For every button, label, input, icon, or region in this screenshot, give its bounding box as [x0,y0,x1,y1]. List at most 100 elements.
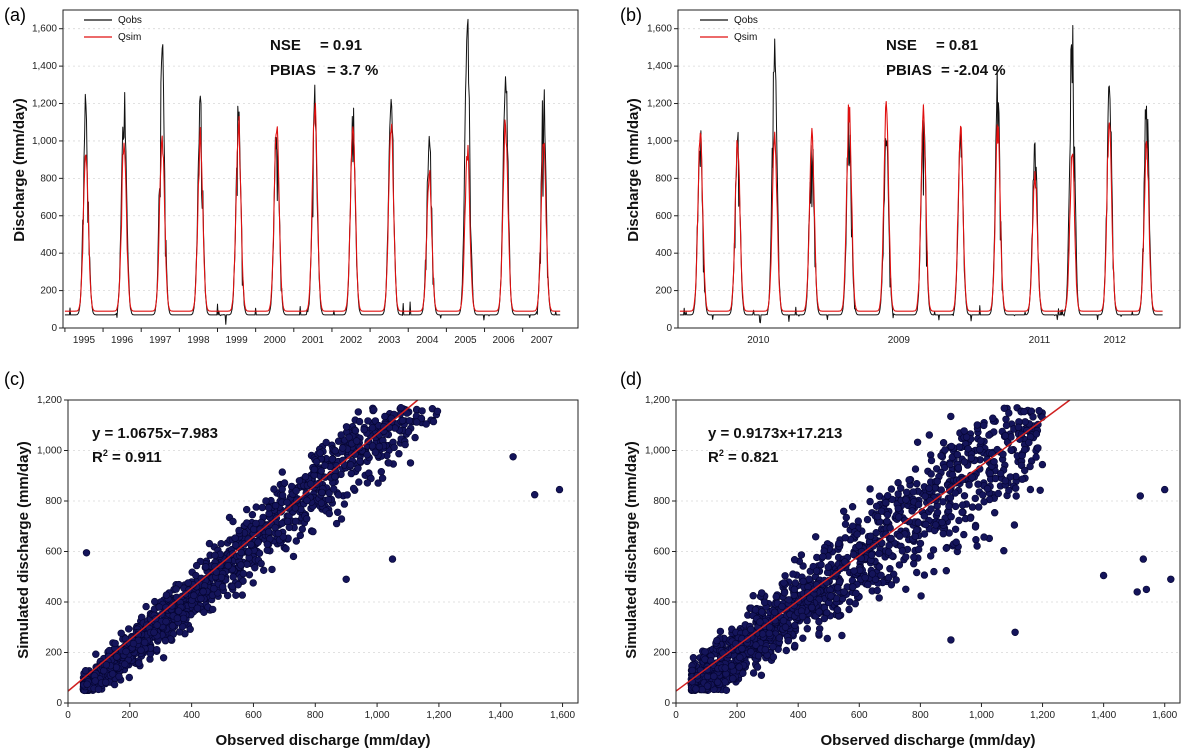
panel-d-point [703,682,712,690]
panel-d-point [871,575,880,584]
panel-c-point [283,498,291,506]
panel-c-point [262,497,270,505]
panel-c-point [199,587,207,596]
panel-d-point [1000,404,1008,412]
panel-d-point [834,583,842,592]
panel-d-point [983,455,991,464]
panel-a-xtick-label: 2003 [378,335,401,346]
panel-d-point [815,617,823,626]
panel-d-ytick-label: 200 [653,648,670,659]
panel-c-point [337,431,345,439]
panel-b-ytick-label: 1,000 [647,136,672,147]
panel-d-point [947,412,955,421]
panel-c-point [239,577,247,585]
panel-d-point [966,514,975,522]
panel-d-point [841,558,849,566]
panel-c-point [122,647,130,656]
panel-b-ytick-label: 1,600 [647,24,672,35]
panel-d-point [914,545,923,554]
panel-c-point [295,477,304,485]
panel-d-point [853,530,861,538]
panel-c-point [254,538,262,546]
panel-a-plot-frame [62,9,579,329]
panel-c-point [340,500,349,508]
panel-d-point [781,623,790,631]
panel-d-point [841,534,849,542]
panel-d-point [851,599,859,608]
panel-d-point [1139,555,1148,563]
panel-c-point [135,659,143,667]
panel-d-r2-value: = 0.821 [724,449,779,466]
panel-c-point [270,485,278,493]
panel-d-point [749,669,758,677]
panel-d-y-ticks: 0 200 400 600 800 1,000 1,200 [645,395,676,709]
panel-d-point [806,594,814,602]
panel-c-point [113,653,121,661]
panel-d-point [884,573,893,582]
panel-c-point [238,591,247,599]
panel-c-point [375,442,384,451]
panel-d-point [930,567,938,576]
panel-b-series [679,25,1163,324]
panel-b-pbias-label: PBIAS [886,62,932,79]
panel-d-point [896,484,905,492]
panel-c-xtick-label: 800 [307,710,324,721]
panel-d-point [887,485,896,493]
panel-b-plot-frame [677,9,1181,329]
panel-c-point [271,523,279,532]
panel-a-xtick-label: 1998 [187,335,210,346]
panel-c-xtick-label: 600 [245,710,262,721]
panel-a-legend: Qobs Qsim [84,15,142,43]
panel-c-point [260,566,268,574]
panel-d-point [894,504,902,513]
panel-d-point [866,532,875,540]
panel-c-point [229,517,237,526]
panel-d-point [1014,423,1023,431]
panel-d-points [687,404,1175,694]
panel-c-point [292,537,300,545]
panel-d-point [729,674,737,683]
panel-b-legend-qobs: Qobs [734,15,758,26]
panel-c-point [252,503,260,511]
panel-d-point [973,542,981,550]
panel-c-point [347,469,355,478]
panel-b-ytick-label: 600 [655,211,672,222]
panel-c-point [312,458,321,466]
panel-d-point [772,592,780,601]
panel-d-point [883,492,892,500]
chart-panel-b: (b) 0 200 400 600 800 1,000 1,200 1,400 1,600 20… [620,5,1181,346]
panel-d-point [782,646,790,655]
panel-d-fit-line [675,399,1071,692]
panel-c-point [328,455,336,463]
panel-d-point [1018,475,1026,483]
panel-c-ytick-label: 200 [45,648,62,659]
panel-c-point [245,571,254,579]
panel-d-point [757,589,766,597]
panel-d-point [937,452,945,460]
panel-c-point [368,424,377,432]
panel-c-point [303,514,311,523]
panel-d-point [1001,477,1010,485]
panel-c-point [354,408,362,416]
panel-d-point [945,502,953,510]
panel-d-point [791,579,800,587]
panel-c-point [192,561,201,570]
panel-a-xtick-label: 2007 [531,335,554,346]
panel-d-point [927,505,935,513]
panel-d-point [979,491,987,499]
panel-d-point [765,629,773,638]
panel-c-point [370,406,378,414]
panel-c-point [317,499,326,507]
panel-d-point [902,496,910,504]
panel-c-point [360,426,368,434]
panel-c-point [334,491,343,499]
panel-d-point [839,507,848,515]
panel-c-point [339,444,347,452]
panel-c-point [353,437,361,445]
panel-d-point [1002,415,1010,423]
panel-d-point [948,471,957,479]
panel-a-ytick-label: 1,400 [32,61,57,72]
panel-c-point [309,527,317,536]
panel-d-ytick-label: 400 [653,597,670,608]
panel-c-point [111,639,119,648]
